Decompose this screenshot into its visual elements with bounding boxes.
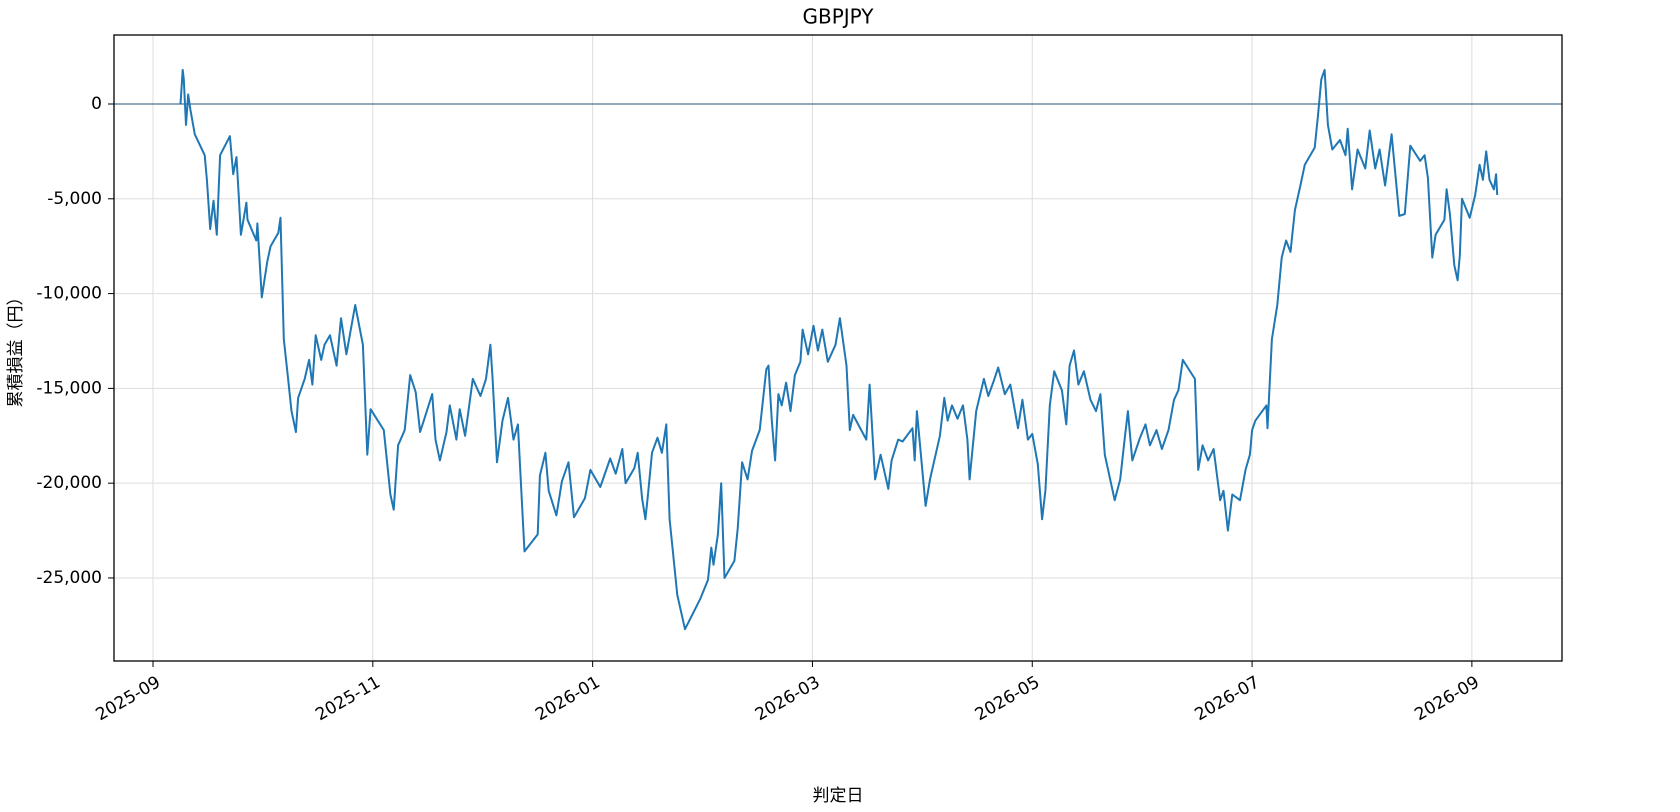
x-tick-label: 2025-09 [93,672,165,725]
x-tick-label: 2026-01 [532,672,604,725]
chart-title: GBPJPY [802,5,874,29]
y-tick-label: -15,000 [36,378,102,398]
y-tick-label: -25,000 [36,568,102,588]
y-tick-label: -5,000 [47,189,102,209]
x-tick-label: 2026-07 [1192,672,1264,725]
x-tick-label: 2025-11 [312,672,384,725]
x-axis-label: 判定日 [813,786,864,806]
x-tick-label: 2026-09 [1411,672,1483,725]
y-tick-label: -10,000 [36,284,102,304]
data-line [179,68,1499,631]
y-axis-label: 累積損益（円） [6,289,26,408]
y-tick-label: 0 [91,94,102,114]
x-tick-label: 2026-03 [752,672,824,725]
x-tick-label: 2026-05 [972,672,1044,725]
plot-frame [113,34,1563,662]
y-tick-label: -20,000 [36,473,102,493]
